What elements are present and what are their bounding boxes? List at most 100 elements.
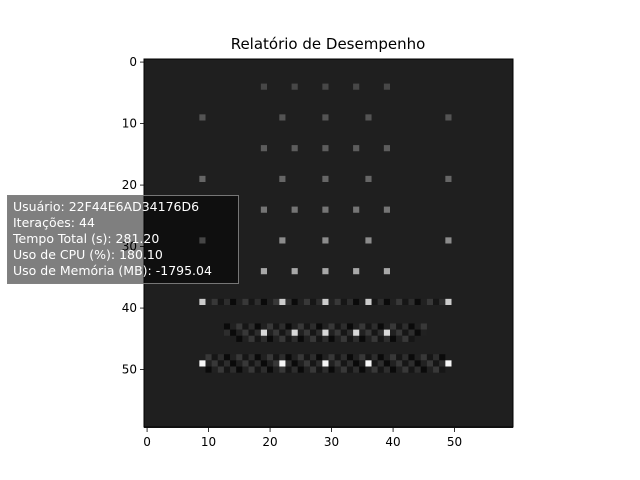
heatmap-texture-cell bbox=[340, 360, 347, 367]
chart-title: Relatório de Desempenho bbox=[231, 35, 426, 53]
heatmap-texture-cell bbox=[353, 354, 360, 361]
y-tick-label: 10 bbox=[122, 117, 137, 131]
heatmap-texture-cell bbox=[365, 323, 372, 330]
heatmap-cell bbox=[291, 268, 298, 275]
heatmap-texture-cell bbox=[223, 366, 231, 373]
heatmap-texture-cell bbox=[402, 329, 409, 336]
heatmap-texture-cell bbox=[408, 298, 415, 305]
heatmap-texture-cell bbox=[359, 354, 366, 361]
heatmap-texture-cell bbox=[260, 360, 267, 367]
heatmap-texture-cell bbox=[285, 335, 292, 342]
heatmap-texture-cell bbox=[297, 323, 304, 330]
heatmap-texture-cell bbox=[420, 354, 427, 361]
heatmap-texture-cell bbox=[297, 360, 304, 367]
heatmap-texture-cell bbox=[353, 323, 360, 330]
heatmap-texture-cell bbox=[377, 366, 384, 373]
heatmap-texture-cell bbox=[297, 366, 304, 373]
heatmap-texture-cell bbox=[377, 323, 384, 330]
heatmap-texture-cell bbox=[328, 366, 335, 373]
heatmap-cell bbox=[260, 329, 267, 336]
heatmap-texture-cell bbox=[396, 329, 403, 336]
heatmap-texture-cell bbox=[297, 335, 304, 342]
heatmap-cell bbox=[322, 360, 329, 367]
heatmap-texture-cell bbox=[365, 335, 372, 342]
heatmap-texture-cell bbox=[377, 335, 384, 342]
heatmap-texture-cell bbox=[433, 354, 440, 361]
heatmap-texture-cell bbox=[248, 366, 255, 373]
heatmap-texture-cell bbox=[273, 329, 280, 336]
heatmap-cell bbox=[260, 268, 267, 275]
annotation-total-time: Tempo Total (s): 281.20 bbox=[13, 231, 160, 246]
heatmap-texture-cell bbox=[230, 323, 237, 330]
heatmap-texture-cell bbox=[236, 366, 243, 373]
heatmap-texture-cell bbox=[260, 298, 267, 305]
heatmap-cell bbox=[322, 298, 329, 305]
annotation-user: Usuário: 22F44E6AD34176D6 bbox=[13, 199, 200, 214]
heatmap-texture-cell bbox=[248, 323, 255, 330]
y-tick-label: 20 bbox=[122, 178, 137, 192]
heatmap-cell bbox=[353, 329, 360, 336]
heatmap-texture-cell bbox=[310, 354, 317, 361]
heatmap-texture-cell bbox=[383, 335, 390, 342]
heatmap-texture-cell bbox=[322, 366, 329, 373]
heatmap-texture-cell bbox=[328, 329, 335, 336]
heatmap-texture-cell bbox=[236, 329, 243, 336]
heatmap-texture-cell bbox=[322, 323, 329, 330]
heatmap-texture-cell bbox=[254, 329, 261, 336]
annotation-memory: Uso de Memória (MB): -1795.04 bbox=[13, 263, 212, 278]
heatmap-texture-cell bbox=[402, 360, 409, 367]
y-tick-label: 0 bbox=[129, 55, 137, 69]
heatmap-cell bbox=[279, 114, 286, 121]
heatmap-texture-cell bbox=[334, 329, 341, 336]
heatmap-texture-cell bbox=[316, 323, 323, 330]
heatmap-texture-cell bbox=[334, 323, 341, 330]
heatmap-cell bbox=[279, 298, 286, 305]
heatmap-cell bbox=[291, 329, 298, 336]
heatmap-texture-cell bbox=[365, 366, 372, 373]
heatmap-cell bbox=[383, 206, 390, 213]
heatmap-cell bbox=[445, 175, 452, 182]
heatmap-texture-cell bbox=[267, 354, 274, 361]
heatmap-texture-cell bbox=[291, 335, 298, 342]
heatmap-texture-cell bbox=[396, 298, 403, 305]
heatmap-texture-cell bbox=[310, 329, 317, 336]
heatmap-cell bbox=[445, 360, 452, 367]
heatmap-texture-cell bbox=[433, 366, 440, 373]
heatmap-texture-cell bbox=[328, 335, 335, 342]
heatmap-texture-cell bbox=[408, 323, 415, 330]
heatmap-texture-cell bbox=[396, 354, 403, 361]
x-tick-label: 10 bbox=[201, 435, 216, 449]
heatmap-texture-cell bbox=[396, 366, 403, 373]
heatmap-texture-cell bbox=[242, 360, 249, 367]
heatmap-texture-cell bbox=[371, 329, 378, 336]
heatmap-texture-cell bbox=[316, 366, 323, 373]
x-tick-label: 40 bbox=[385, 435, 400, 449]
heatmap-texture-cell bbox=[242, 298, 249, 305]
heatmap-texture-cell bbox=[291, 323, 298, 330]
heatmap-texture-cell bbox=[230, 366, 237, 373]
heatmap-texture-cell bbox=[353, 360, 360, 367]
heatmap-cell bbox=[260, 206, 267, 213]
heatmap-texture-cell bbox=[285, 323, 292, 330]
heatmap-texture-cell bbox=[205, 360, 212, 367]
heatmap-texture-cell bbox=[420, 329, 427, 336]
heatmap-texture-cell bbox=[359, 329, 366, 336]
x-tick-label: 20 bbox=[262, 435, 277, 449]
y-tick-label: 50 bbox=[122, 363, 137, 377]
heatmap-texture-cell bbox=[291, 298, 298, 305]
heatmap-texture-cell bbox=[359, 360, 366, 367]
annotation-iterations: Iterações: 44 bbox=[13, 215, 95, 230]
heatmap-texture-cell bbox=[390, 354, 397, 361]
heatmap-texture-cell bbox=[353, 366, 360, 373]
heatmap-texture-cell bbox=[303, 335, 311, 342]
heatmap-cell bbox=[445, 237, 452, 244]
heatmap-texture-cell bbox=[433, 360, 440, 367]
heatmap-texture-cell bbox=[316, 354, 323, 361]
heatmap-cell bbox=[322, 268, 329, 275]
heatmap-texture-cell bbox=[279, 335, 286, 342]
heatmap-texture-cell bbox=[291, 360, 298, 367]
heatmap-texture-cell bbox=[340, 335, 347, 342]
heatmap-texture-cell bbox=[316, 298, 323, 305]
heatmap-texture-cell bbox=[230, 354, 237, 361]
heatmap-texture-cell bbox=[254, 354, 261, 361]
